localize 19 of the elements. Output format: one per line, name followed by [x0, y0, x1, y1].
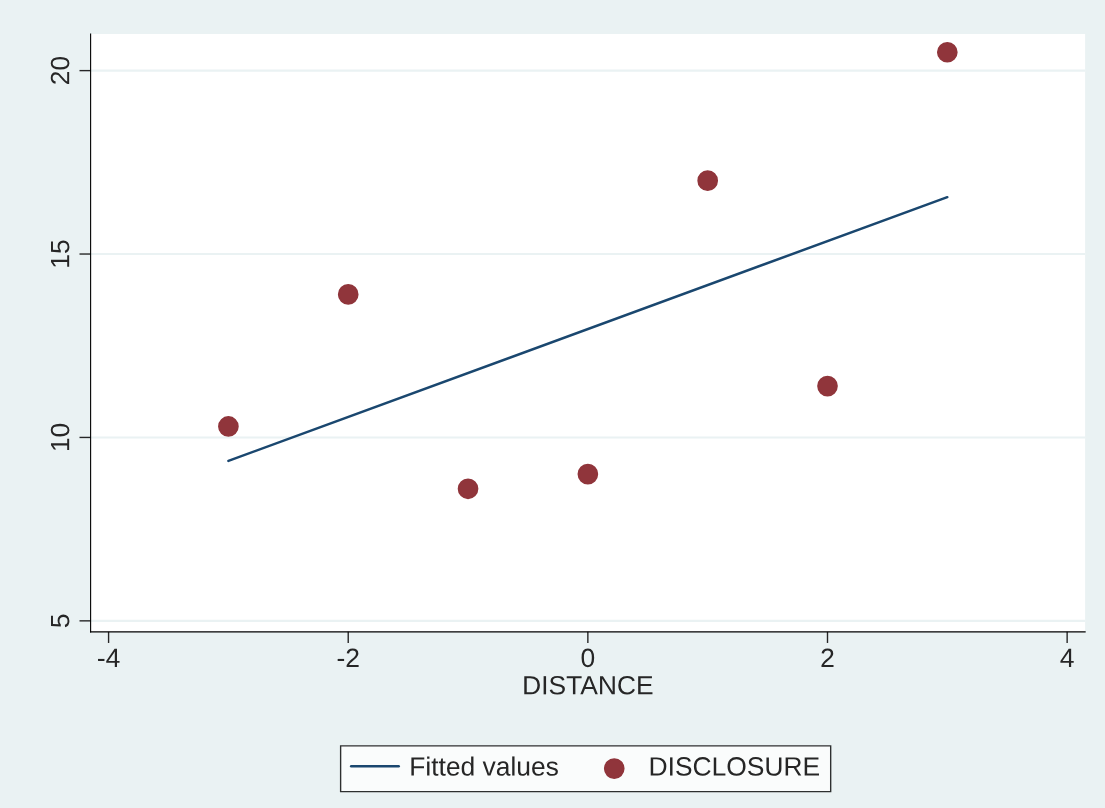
point: [337, 284, 359, 305]
point: [817, 375, 838, 397]
legend-label: Fitted values: [411, 756, 558, 776]
point: [697, 170, 719, 192]
x-tick-label: 4: [1060, 648, 1074, 667]
x-tick-label: -2: [337, 648, 359, 667]
x-tick-label: 0: [581, 648, 595, 668]
point: [936, 41, 958, 63]
y-tick-label: 5: [51, 614, 70, 628]
y-tick-label: 20: [50, 56, 70, 84]
legend-label: DISCLOSURE: [650, 757, 819, 776]
x-tick-label: -4: [98, 648, 120, 667]
x-tick-label: 2: [821, 648, 834, 667]
point: [457, 478, 479, 500]
y-tick-label: 10: [50, 423, 70, 451]
y-tick-label: 15: [51, 240, 70, 267]
point: [218, 416, 239, 437]
point: [577, 463, 599, 485]
x-axis-title: DISTANCE: [524, 675, 653, 695]
